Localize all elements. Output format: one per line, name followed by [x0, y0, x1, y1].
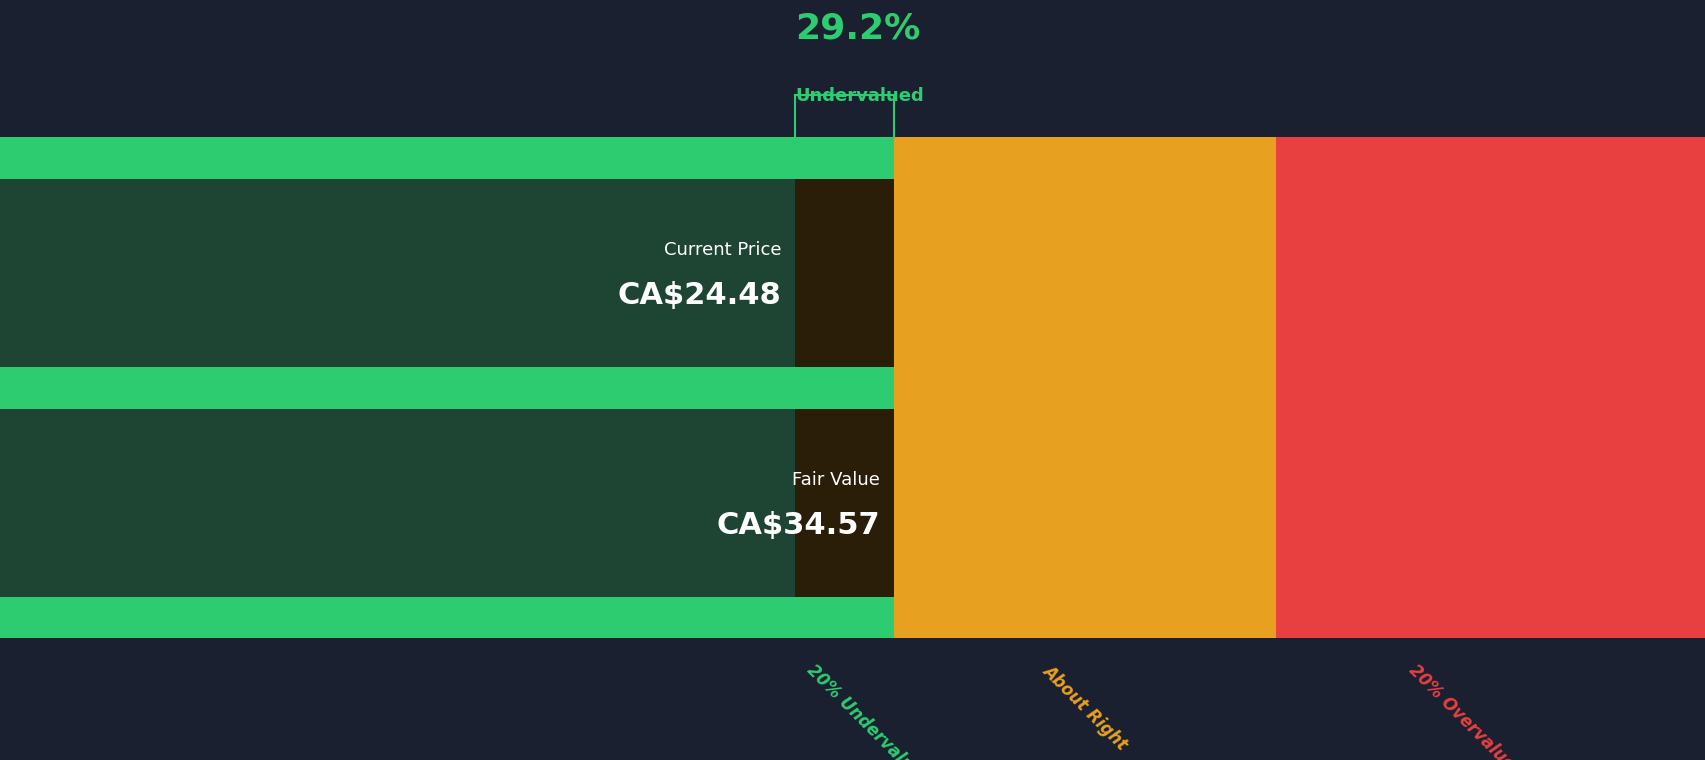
- Text: 29.2%: 29.2%: [795, 11, 919, 46]
- Bar: [795, 179, 893, 367]
- Bar: [0, 179, 795, 367]
- Text: About Right: About Right: [1038, 661, 1130, 753]
- Text: 20% Overvalued: 20% Overvalued: [1405, 661, 1524, 760]
- Text: Fair Value: Fair Value: [791, 470, 880, 489]
- Text: 20% Undervalued: 20% Undervalued: [803, 661, 933, 760]
- Text: Current Price: Current Price: [663, 241, 781, 259]
- Bar: [893, 137, 1275, 638]
- Bar: [0, 137, 893, 638]
- Text: CA$34.57: CA$34.57: [716, 511, 880, 540]
- Text: Undervalued: Undervalued: [795, 87, 922, 106]
- Text: CA$24.48: CA$24.48: [617, 281, 781, 310]
- Bar: [795, 409, 893, 597]
- Bar: [0, 409, 893, 597]
- Bar: [1275, 137, 1705, 638]
